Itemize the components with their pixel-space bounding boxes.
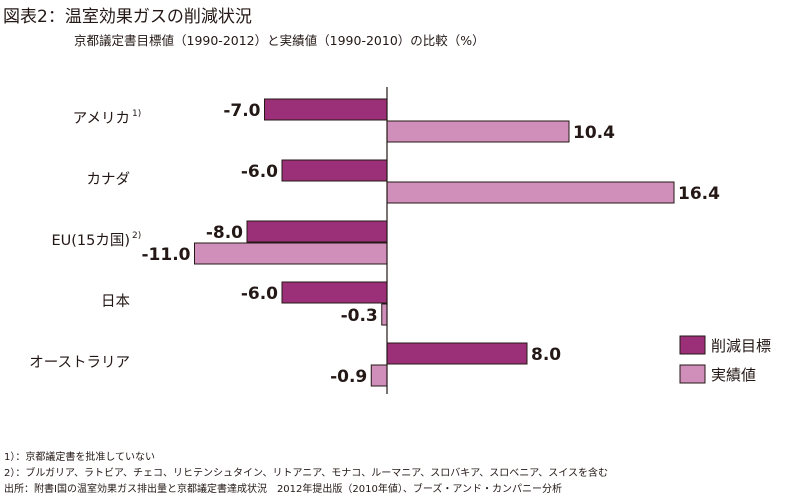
bar-actual	[370, 364, 388, 387]
bar-actual	[386, 120, 570, 143]
data-label: 8.0	[531, 345, 561, 365]
legend-label: 削減目標	[711, 337, 771, 355]
category-footnote-mark: 2)	[132, 231, 141, 241]
data-label: 16.4	[678, 184, 720, 204]
bar-actual	[194, 242, 388, 265]
category-label: 日本	[101, 293, 130, 310]
footnote-1: 1）：京都議定書を批准していない	[4, 452, 156, 463]
category-label: アメリカ	[73, 111, 130, 127]
figure-title: 図表2：温室効果ガスの削減状況	[3, 7, 252, 27]
bar-target	[281, 281, 388, 304]
data-label: -0.3	[341, 306, 378, 326]
data-label: -11.0	[142, 245, 191, 265]
legend-swatch-actual	[679, 364, 706, 384]
figure-subtitle: 京都議定書目標値（1990-2012）と実績値（1990-2010）の比較（%）	[74, 33, 485, 48]
legend-label: 実績値	[711, 366, 756, 384]
category-footnote-mark: 1)	[132, 109, 141, 119]
bar-target	[246, 220, 388, 243]
source-note: 出所：附書I国の温室効果ガス排出量と京都議定書達成状況 2012年提出版（201…	[4, 484, 562, 495]
bar-target	[281, 159, 388, 182]
footnote-2: 2）：ブルガリア、ラトビア、チェコ、リヒテンシュタイン、リトアニア、モナコ、ルー…	[4, 468, 608, 479]
data-label: -7.0	[223, 101, 260, 121]
category-label: オーストラリア	[29, 355, 130, 371]
category-label: EU(15カ国)	[51, 233, 130, 249]
data-label: -0.9	[330, 367, 367, 387]
data-label: -8.0	[206, 223, 243, 243]
data-label: -6.0	[241, 284, 278, 304]
bar-actual	[381, 303, 388, 326]
bar-target	[264, 98, 388, 121]
data-label: 10.4	[573, 123, 615, 143]
bar-target	[386, 342, 528, 365]
legend-swatch-target	[679, 335, 706, 355]
category-label: カナダ	[87, 171, 131, 188]
bar-actual	[386, 181, 675, 204]
data-label: -6.0	[241, 162, 278, 182]
